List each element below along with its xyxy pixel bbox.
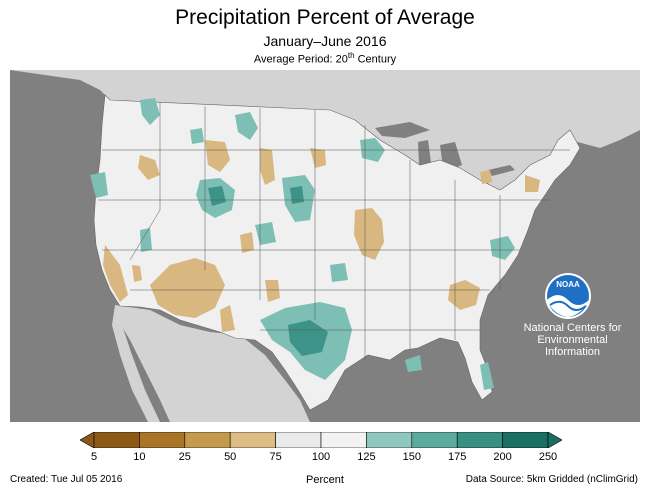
- map-subtitle: January–June 2016: [263, 33, 387, 49]
- noaa-logo-icon: NOAA: [545, 273, 591, 319]
- legend-tick-label: 50: [224, 451, 237, 463]
- legend-tick-label: 5: [90, 451, 98, 463]
- period-suffix: Century: [354, 53, 397, 66]
- created-date: Created: Tue Jul 05 2016: [10, 474, 123, 485]
- map-title: Precipitation Percent of Average: [175, 6, 475, 29]
- us-map: [10, 70, 640, 422]
- ncei-credit: National Centers for Environmental Infor…: [515, 322, 630, 358]
- great-lakes: [375, 122, 515, 194]
- legend-swatch: [320, 432, 367, 448]
- map-panel: [10, 70, 640, 422]
- legend-tick-label: 200: [493, 451, 512, 463]
- data-source: Data Source: 5km Gridded (nClimGrid): [465, 474, 638, 485]
- ncei-line-1: National Centers for: [523, 322, 622, 334]
- legend-tick-label: 100: [311, 451, 331, 463]
- legend-swatch: [139, 432, 186, 448]
- ncei-line-2: Environmental: [537, 334, 608, 346]
- legend-swatch: [411, 432, 458, 448]
- legend-swatch: [366, 432, 413, 448]
- legend-tick-labels: 5 10 25 50 75 100 125 150 175 200 250: [0, 451, 650, 465]
- state-borders: [98, 102, 570, 360]
- canada-landmass: [10, 70, 640, 190]
- period-prefix: Average Period: 20: [253, 53, 348, 66]
- period-sup: th: [347, 51, 355, 60]
- legend-swatch: [184, 432, 231, 448]
- legend-tick-label: 150: [402, 451, 421, 463]
- us-landmass: [93, 94, 581, 411]
- legend-unit-label: Percent: [306, 474, 344, 486]
- mexico-landmass: [115, 305, 310, 422]
- ncei-line-3: Information: [544, 346, 601, 358]
- dry-regions: [103, 140, 540, 332]
- legend-tick-label: 25: [178, 451, 191, 463]
- legend-tick-label: 250: [538, 451, 558, 463]
- baja-peninsula: [112, 305, 160, 422]
- legend-swatch: [456, 432, 503, 448]
- legend-colorbar: [80, 432, 562, 448]
- average-period: Average Period: 20th Century: [0, 51, 650, 66]
- legend-swatch: [93, 432, 140, 448]
- legend-arrow-low: [80, 432, 95, 448]
- legend-tick-label: 10: [133, 451, 146, 463]
- legend-swatch: [229, 432, 276, 448]
- legend-swatch: [502, 432, 549, 448]
- legend-tick-label: 75: [269, 451, 282, 463]
- legend-tick-label: 125: [357, 451, 376, 463]
- legend-tick-label: 175: [448, 451, 467, 463]
- legend-swatch: [275, 432, 322, 448]
- very-wet-regions: [208, 186, 328, 356]
- noaa-logo-text: NOAA: [556, 280, 580, 289]
- legend-arrow-high: [547, 432, 562, 448]
